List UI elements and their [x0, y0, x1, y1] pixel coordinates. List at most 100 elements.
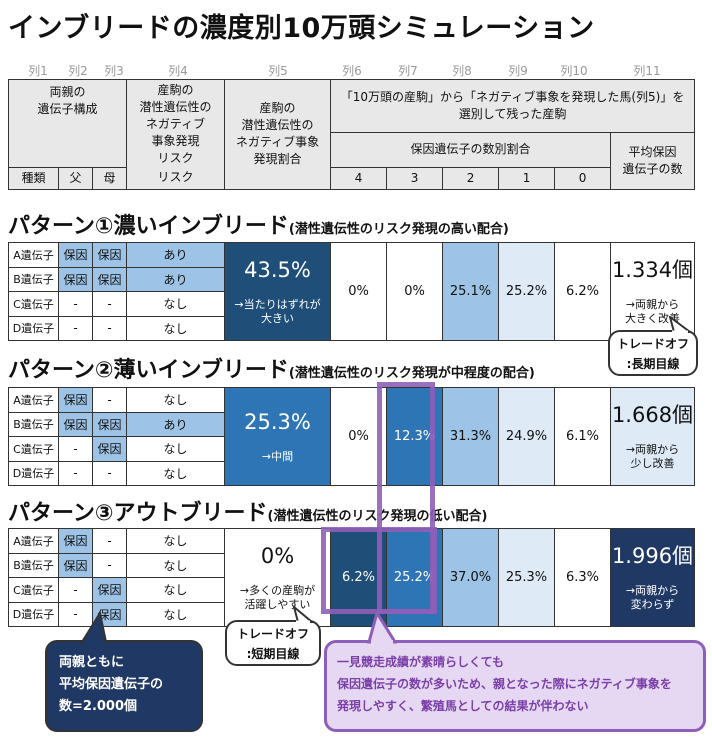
mother-cell: 保因	[92, 411, 127, 437]
gene-label: A遺伝子	[8, 528, 59, 554]
mother-cell: -	[92, 552, 127, 578]
header-distribution: 保因遺伝子の数別割合	[330, 132, 612, 168]
gene-label: C遺伝子	[8, 577, 59, 603]
col-num-6: 列6	[342, 64, 362, 78]
pattern-3-rate: 0% →多くの産駒が 活躍しやすい	[224, 528, 331, 627]
rate-note: →当たりはずれが 大きい	[234, 298, 321, 325]
col-num-10: 列10	[560, 64, 588, 78]
father-cell: -	[58, 436, 93, 462]
pattern-1-rate: 43.5% →当たりはずれが 大きい	[224, 242, 331, 341]
pattern-1-subtitle: (潜性遺伝性のリスク発現の高い配合)	[288, 222, 509, 237]
header-father: 父	[58, 166, 93, 190]
gene-label: D遺伝子	[8, 315, 59, 341]
header-remaining: 「10万頭の産駒」から「ネガティブ事象を発現した馬(列5)」を 選別して残った産…	[330, 79, 696, 133]
father-cell: 保因	[58, 242, 93, 268]
gene-label: B遺伝子	[8, 411, 59, 437]
dist-4: 0%	[330, 242, 387, 341]
father-cell: 保因	[58, 552, 93, 578]
father-cell: 保因	[58, 411, 93, 437]
col-num-8: 列8	[452, 64, 472, 78]
average-value: 1.996個	[611, 544, 694, 568]
risk-cell: あり	[126, 411, 225, 437]
col-num-4: 列4	[168, 64, 188, 78]
dist-2: 25.1%	[442, 242, 499, 341]
pattern-2-rate: 25.3% →中間	[224, 387, 331, 486]
mother-cell: -	[92, 315, 127, 341]
father-cell: -	[58, 315, 93, 341]
col-num-2: 列2	[68, 64, 88, 78]
mother-cell: 保因	[92, 436, 127, 462]
mother-cell: 保因	[92, 266, 127, 292]
pattern-2-name: パターン②薄いインブリード	[8, 358, 289, 383]
header-parents-gene: 両親の 遺伝子構成	[7, 79, 128, 168]
father-cell: 保因	[58, 387, 93, 413]
column-numbers: 列1 列2 列3 列4 列5 列6 列7 列8 列9 列10 列11	[8, 62, 704, 78]
col-num-1: 列1	[28, 64, 48, 78]
pattern-1-table: A遺伝子 保因 保因 あり 43.5% →当たりはずれが 大きい 0% 0% 2…	[8, 242, 695, 341]
col-num-11: 列11	[633, 64, 661, 78]
rate-note: →中間	[261, 450, 294, 463]
average-value: 1.334個	[611, 258, 694, 282]
header-count-0: 0	[554, 166, 612, 190]
header-table: 両親の 遺伝子構成 産駒の 潜性遺伝性の ネガティブ 事象発現 リスク 産駒の …	[7, 79, 696, 190]
average-note: →両親から 少し改善	[625, 443, 680, 470]
header-count-3: 3	[386, 166, 444, 190]
callout-parents-average: 両親ともに 平均保因遺伝子の 数=2.000個	[45, 640, 203, 732]
rate-value: 0%	[260, 544, 295, 568]
pattern-2-title: パターン②薄いインブリード(潜性遺伝性のリスク発現が中程度の配合)	[8, 352, 535, 384]
father-cell: 保因	[58, 528, 93, 554]
callout-tail-long	[668, 316, 692, 334]
father-cell: -	[58, 291, 93, 317]
risk-cell: なし	[126, 552, 225, 578]
gene-label: A遺伝子	[8, 242, 59, 268]
mother-cell: -	[92, 460, 127, 486]
risk-cell: なし	[126, 387, 225, 413]
father-cell: -	[58, 460, 93, 486]
dist-1: 24.9%	[498, 387, 555, 486]
gene-label: C遺伝子	[8, 436, 59, 462]
mother-cell: -	[92, 528, 127, 554]
average-note: →両親から 大きく改善	[625, 298, 680, 325]
pattern-2-average: 1.668個 →両親から 少し改善	[610, 387, 695, 486]
risk-cell: なし	[126, 291, 225, 317]
header-rate: 産駒の 潜性遺伝性の ネガティブ事象 発現割合	[224, 79, 332, 190]
risk-cell: なし	[126, 460, 225, 486]
risk-cell: なし	[126, 528, 225, 554]
dist-1: 25.3%	[498, 528, 555, 627]
callout-tail-note	[367, 612, 397, 644]
dist-0: 6.1%	[554, 387, 611, 486]
pattern-1-title: パターン①濃いインブリード(潜性遺伝性のリスク発現の高い配合)	[8, 208, 509, 240]
callout-tradeoff-short: トレードオフ :短期目線	[225, 620, 321, 666]
dist-2: 31.3%	[442, 387, 499, 486]
page-title: インブリードの濃度別10万頭シミュレーション	[8, 13, 595, 44]
dist-2: 37.0%	[442, 528, 499, 627]
highlight-frame-row3	[321, 527, 437, 614]
header-count-4: 4	[330, 166, 388, 190]
header-mother: 母	[91, 166, 128, 190]
col-num-7: 列7	[398, 64, 418, 78]
father-cell: 保因	[58, 266, 93, 292]
pattern-3-average: 1.996個 →両親から 変わらず	[610, 528, 695, 627]
risk-cell: なし	[126, 601, 225, 627]
gene-label: A遺伝子	[8, 387, 59, 413]
callout-tail-short	[292, 606, 315, 624]
pattern-2-subtitle: (潜性遺伝性のリスク発現が中程度の配合)	[288, 366, 535, 381]
mother-cell: -	[92, 291, 127, 317]
callout-tradeoff-long: トレードオフ :長期目線	[608, 330, 698, 376]
mother-cell: 保因	[92, 242, 127, 268]
father-cell: -	[58, 577, 93, 603]
pattern-3-name: パターン③アウトブリード	[8, 501, 268, 526]
header-average: 平均保因 遺伝子の数	[610, 132, 696, 190]
dist-1: 25.2%	[498, 242, 555, 341]
risk-cell: なし	[126, 577, 225, 603]
average-note: →両親から 変わらず	[625, 584, 680, 611]
gene-label: D遺伝子	[8, 601, 59, 627]
rate-value: 25.3%	[244, 410, 311, 434]
header-count-1: 1	[498, 166, 556, 190]
col-num-5: 列5	[268, 64, 288, 78]
pattern-1-name: パターン①濃いインブリード	[8, 214, 289, 239]
pattern-3-table: A遺伝子 保因 - なし 0% →多くの産駒が 活躍しやすい 6.2% 25.2…	[8, 528, 695, 627]
risk-cell: なし	[126, 315, 225, 341]
dist-0: 6.2%	[554, 242, 611, 341]
rate-value: 43.5%	[244, 258, 311, 282]
